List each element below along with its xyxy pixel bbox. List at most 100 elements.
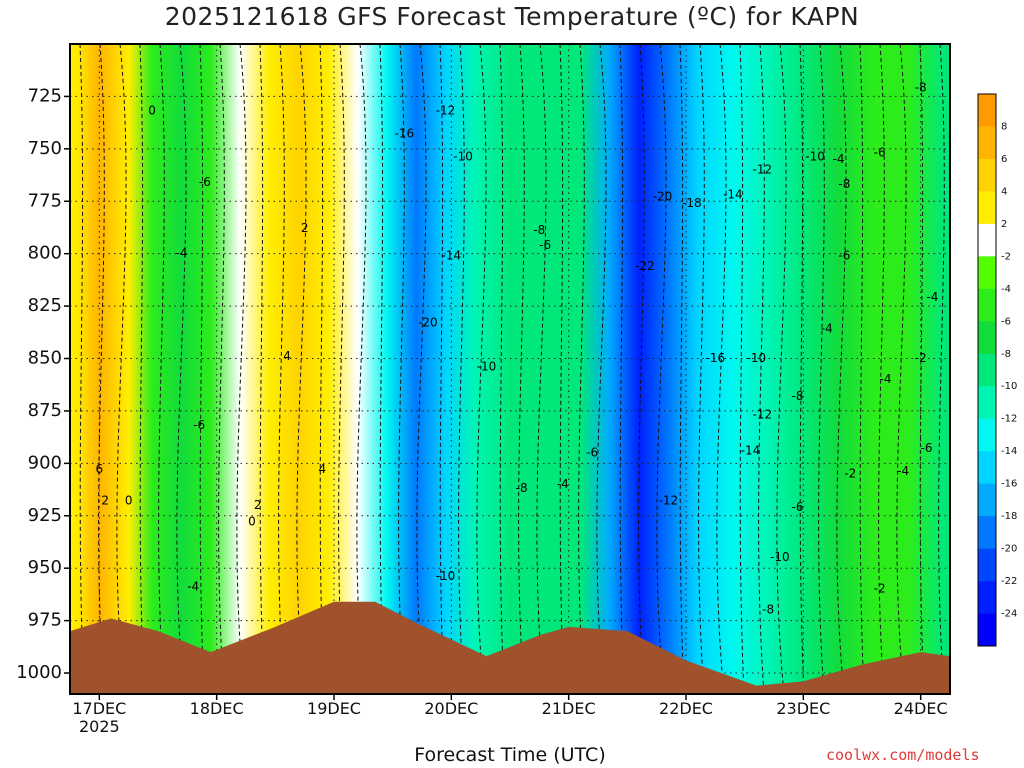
x-tick-label: 18DEC — [190, 699, 244, 718]
isotherm-line — [559, 44, 565, 694]
colorbar-swatch — [978, 94, 996, 127]
contour-label: -8 — [915, 81, 927, 95]
contour-label: -12 — [436, 104, 456, 118]
isotherm-line — [199, 44, 205, 694]
isotherm-line — [859, 44, 865, 694]
contour-label: -12 — [752, 408, 772, 422]
y-tick-label: 725 — [28, 85, 62, 106]
contour-label: 0 — [248, 515, 256, 529]
colorbar-swatch — [978, 483, 996, 517]
isotherm-line — [116, 44, 127, 694]
y-tick-label: 850 — [28, 348, 62, 369]
contour-labels: 0 -12-16-8-10 -10 -4 -6-12-6 -8-20 -18-142 -8-6… — [95, 81, 938, 617]
isotherm-line — [679, 44, 685, 694]
isotherm-line — [218, 44, 225, 694]
isotherm-line — [356, 44, 367, 694]
contour-label: 0 — [148, 104, 156, 118]
contour-label: -8 — [762, 603, 774, 617]
isotherm-line — [596, 44, 607, 694]
contour-label: -2 — [874, 582, 886, 596]
contour-label: -4 — [897, 464, 909, 478]
colorbar-label: -18 — [1001, 511, 1017, 522]
contour-label: 0 — [125, 494, 133, 508]
isotherm-line — [938, 44, 945, 694]
colorbar-label: -6 — [1001, 316, 1011, 327]
colorbar-swatch — [978, 581, 996, 614]
contour-label: -8 — [516, 481, 528, 495]
source-credit: coolwx.com/models — [826, 746, 980, 764]
isotherm-line — [319, 44, 325, 694]
isotherm-line — [896, 44, 907, 694]
isotherm-line — [278, 44, 285, 694]
y-tick-label: 975 — [28, 610, 62, 631]
y-tick-label: 1000 — [16, 662, 62, 683]
colorbar-swatch — [978, 451, 996, 484]
x-tick-label: 17DEC — [72, 699, 126, 718]
contour-label: 4 — [283, 349, 291, 363]
isotherm-line — [158, 44, 165, 694]
isotherm-line — [518, 44, 525, 694]
isotherm-line — [476, 44, 487, 694]
isotherm-line — [878, 44, 885, 694]
colorbar-label: -16 — [1001, 479, 1017, 490]
isotherm-line — [919, 44, 925, 694]
contour-label: -6 — [199, 175, 211, 189]
isotherm-line — [578, 44, 585, 694]
y-tick-label: 900 — [28, 452, 62, 473]
contour-label: -14 — [741, 443, 761, 457]
contour-label: -10 — [747, 351, 767, 365]
colorbar-label: -14 — [1001, 446, 1017, 457]
isotherm-line — [799, 44, 805, 694]
colorbar-swatch — [978, 256, 996, 290]
colorbar-swatch — [978, 353, 996, 387]
colorbar-swatch — [978, 158, 996, 192]
isotherm-line — [458, 44, 465, 694]
colorbar-swatch — [978, 223, 996, 257]
colorbar-label: -8 — [1001, 349, 1011, 360]
y-tick-label: 775 — [28, 190, 62, 211]
contour-label: -8 — [533, 223, 545, 237]
isotherm-line — [338, 44, 345, 694]
contour-label: -4 — [187, 580, 199, 594]
contour-label: -12 — [659, 494, 679, 508]
x-tick-label: 22DEC — [659, 699, 713, 718]
isotherm-line — [296, 44, 307, 694]
colorbar-label: -24 — [1001, 609, 1017, 620]
x-tick-label: 20DEC — [424, 699, 478, 718]
isotherm-line — [739, 44, 745, 694]
isotherm-line — [379, 44, 385, 694]
isotherm-line — [416, 44, 427, 694]
contour-label: 6 — [95, 462, 103, 476]
contour-label: -6 — [193, 418, 205, 432]
x-axis-label: Forecast Time (UTC) — [414, 744, 606, 766]
colorbar-frame — [977, 93, 997, 647]
colorbar-swatch — [978, 548, 996, 582]
contour-label: -6 — [874, 146, 886, 160]
contour-label: -6 — [921, 441, 933, 455]
x-tick-label: 23DEC — [776, 699, 830, 718]
y-axis: 725 750 775 800 825 850 875 900 925 950 975 1000 — [16, 85, 70, 683]
contour-label: -8 — [792, 389, 804, 403]
contour-label: -6 — [838, 248, 850, 262]
colorbar-swatch — [978, 613, 996, 647]
isotherm-line — [836, 44, 847, 694]
contour-label: -20 — [418, 315, 438, 329]
colorbar-swatch — [978, 191, 996, 225]
colorbar-label: 6 — [1001, 154, 1007, 165]
contour-label: -2 — [915, 351, 927, 365]
contour-label: -16 — [705, 351, 725, 365]
contour-label: -14 — [441, 248, 461, 262]
isotherm-line — [536, 44, 547, 694]
colorbar-swatch — [978, 516, 996, 549]
contour-label: -10 — [477, 359, 497, 373]
contour-label: -10 — [805, 150, 825, 164]
contour-label: -6 — [539, 238, 551, 252]
plot-frame — [69, 43, 951, 695]
contour-label: -14 — [723, 188, 743, 202]
x-tick-label: 21DEC — [542, 699, 596, 718]
temperature-field — [70, 44, 950, 694]
contour-label: -10 — [770, 550, 790, 564]
contour-label: 2 — [101, 494, 109, 508]
colorbar-swatch — [978, 386, 996, 420]
contour-label: -4 — [926, 290, 938, 304]
